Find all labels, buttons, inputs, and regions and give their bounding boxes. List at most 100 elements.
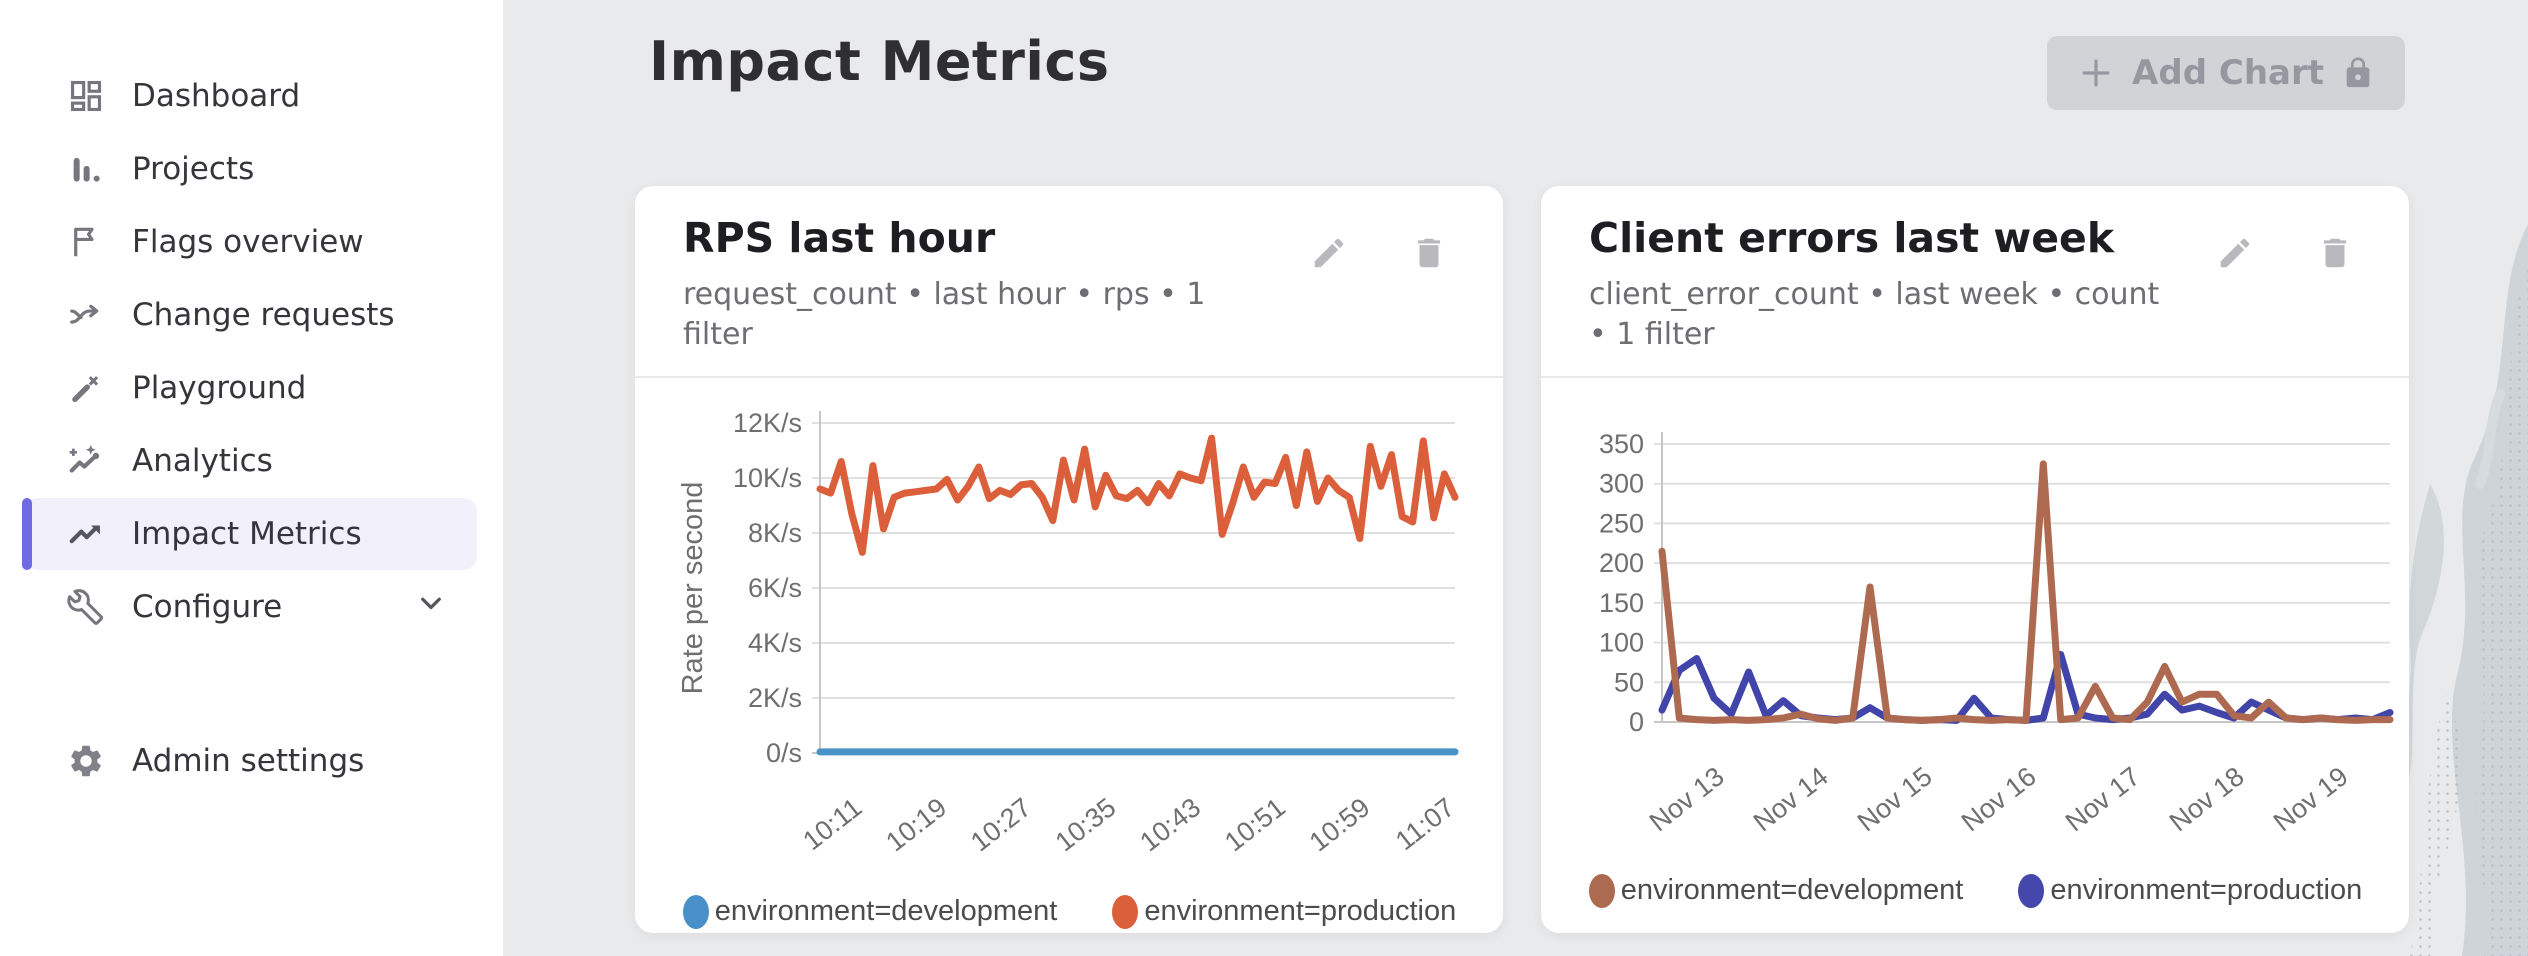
svg-text:10:27: 10:27	[965, 792, 1037, 857]
svg-text:10:11: 10:11	[797, 792, 867, 856]
card-title: Client errors last week	[1589, 214, 2115, 262]
svg-text:4K/s: 4K/s	[748, 628, 802, 658]
svg-text:2K/s: 2K/s	[748, 683, 802, 713]
sidebar-item-dashboard[interactable]: Dashboard	[24, 60, 477, 132]
plus-icon	[2077, 54, 2115, 92]
svg-text:250: 250	[1599, 509, 1644, 539]
sidebar-item-label: Change requests	[132, 297, 395, 333]
legend-item[interactable]: environment=development	[682, 893, 1058, 931]
sidebar-item-admin-settings[interactable]: Admin settings	[24, 725, 477, 797]
trash-icon	[1410, 238, 1448, 275]
sidebar-item-impact-metrics[interactable]: Impact Metrics	[22, 498, 477, 570]
legend-item[interactable]: environment=development	[1588, 872, 1964, 910]
pencil-icon	[2216, 238, 2254, 275]
svg-text:12K/s: 12K/s	[733, 408, 802, 438]
chart-legend: environment=development environment=produ…	[635, 890, 1503, 933]
main-content: Impact Metrics Add Chart RPS last hour r…	[503, 0, 2528, 956]
card-actions	[2215, 234, 2355, 274]
magic-wand-icon	[66, 368, 106, 408]
pencil-icon	[1310, 238, 1348, 275]
legend-dot-icon	[682, 894, 709, 929]
svg-text:Nov 14: Nov 14	[1748, 761, 1834, 837]
svg-text:200: 200	[1599, 549, 1644, 579]
card-subtitle: client_error_count • last week • count •…	[1589, 277, 2160, 352]
lock-icon	[2341, 56, 2375, 90]
sidebar-item-label: Playground	[132, 370, 307, 406]
card-header: RPS last hour request_count • last hour …	[635, 186, 1503, 376]
legend-label: environment=production	[1144, 895, 1457, 928]
edit-chart-button[interactable]	[2215, 234, 2255, 274]
chevron-down-icon	[413, 585, 449, 629]
svg-text:Nov 16: Nov 16	[1956, 761, 2042, 837]
svg-text:Rate per second: Rate per second	[677, 482, 709, 695]
legend-dot-icon	[2018, 873, 2045, 908]
background-watermark	[2405, 224, 2528, 956]
gear-icon	[66, 741, 106, 781]
svg-text:Nov 15: Nov 15	[1852, 761, 1938, 837]
svg-text:10:35: 10:35	[1050, 792, 1122, 857]
merge-arrow-icon	[66, 295, 106, 335]
delete-chart-button[interactable]	[1409, 234, 1449, 274]
card-divider	[635, 376, 1503, 379]
legend-item[interactable]: environment=production	[1111, 893, 1456, 931]
chart-card-rps-last-hour: RPS last hour request_count • last hour …	[635, 186, 1503, 933]
wrench-icon	[66, 587, 106, 627]
card-actions	[1309, 234, 1449, 274]
svg-text:10:19: 10:19	[880, 792, 952, 857]
svg-text:8K/s: 8K/s	[748, 518, 802, 548]
legend-dot-icon	[1588, 873, 1615, 908]
sidebar-item-playground[interactable]: Playground	[24, 352, 477, 424]
legend-item[interactable]: environment=production	[2017, 872, 2362, 910]
sidebar-item-label: Dashboard	[132, 78, 301, 114]
svg-text:50: 50	[1614, 668, 1644, 698]
add-chart-label: Add Chart	[2132, 53, 2324, 93]
page-title: Impact Metrics	[649, 30, 1110, 93]
svg-text:11:07: 11:07	[1390, 792, 1460, 856]
sidebar-item-configure[interactable]: Configure	[24, 571, 477, 643]
sidebar-item-label: Analytics	[132, 443, 273, 479]
insights-icon	[66, 441, 106, 481]
sidebar-item-label: Impact Metrics	[132, 516, 362, 552]
sidebar-item-analytics[interactable]: Analytics	[24, 425, 477, 497]
svg-text:100: 100	[1599, 628, 1644, 658]
chart-legend: environment=development environment=produ…	[1541, 848, 2409, 933]
svg-text:350: 350	[1599, 429, 1644, 459]
svg-text:6K/s: 6K/s	[748, 573, 802, 603]
card-title: RPS last hour	[683, 214, 996, 262]
sidebar: Dashboard Projects Flags overview	[0, 0, 503, 956]
legend-dot-icon	[1112, 894, 1139, 929]
svg-text:300: 300	[1599, 469, 1644, 499]
delete-chart-button[interactable]	[2315, 234, 2355, 274]
sidebar-item-label: Configure	[132, 589, 283, 625]
flag-icon	[66, 222, 106, 262]
card-header: Client errors last week client_error_cou…	[1541, 186, 2409, 376]
dashboard-icon	[66, 76, 106, 116]
svg-text:0: 0	[1629, 707, 1644, 737]
card-divider	[1541, 376, 2409, 379]
add-chart-button[interactable]: Add Chart	[2047, 36, 2405, 110]
svg-text:0/s: 0/s	[766, 738, 802, 768]
svg-text:150: 150	[1599, 588, 1644, 618]
chart-canvas[interactable]: 0/s 2K/s 4K/s 6K/s 8K/s 10K/s 12K/s Rate per se…	[635, 378, 1503, 890]
svg-text:10K/s: 10K/s	[733, 463, 802, 493]
sidebar-item-label: Projects	[132, 151, 255, 187]
trash-icon	[2316, 238, 2354, 275]
svg-text:10:43: 10:43	[1134, 792, 1206, 857]
sidebar-item-projects[interactable]: Projects	[24, 133, 477, 205]
trending-up-icon	[66, 514, 106, 554]
sidebar-item-label: Admin settings	[132, 743, 365, 779]
chart-cards: RPS last hour request_count • last hour …	[635, 186, 2409, 933]
svg-text:10:51: 10:51	[1219, 792, 1291, 857]
legend-label: environment=production	[2050, 874, 2363, 907]
card-subtitle: request_count • last hour • rps • 1 filt…	[683, 277, 1206, 352]
svg-text:Nov 13: Nov 13	[1644, 761, 1730, 837]
svg-text:Nov 17: Nov 17	[2060, 761, 2146, 837]
svg-text:Nov 19: Nov 19	[2268, 761, 2354, 837]
sidebar-item-change-requests[interactable]: Change requests	[24, 279, 477, 351]
edit-chart-button[interactable]	[1309, 234, 1349, 274]
legend-label: environment=development	[1620, 874, 1964, 907]
sidebar-item-label: Flags overview	[132, 224, 364, 260]
sidebar-item-flags-overview[interactable]: Flags overview	[24, 206, 477, 278]
legend-label: environment=development	[714, 895, 1058, 928]
